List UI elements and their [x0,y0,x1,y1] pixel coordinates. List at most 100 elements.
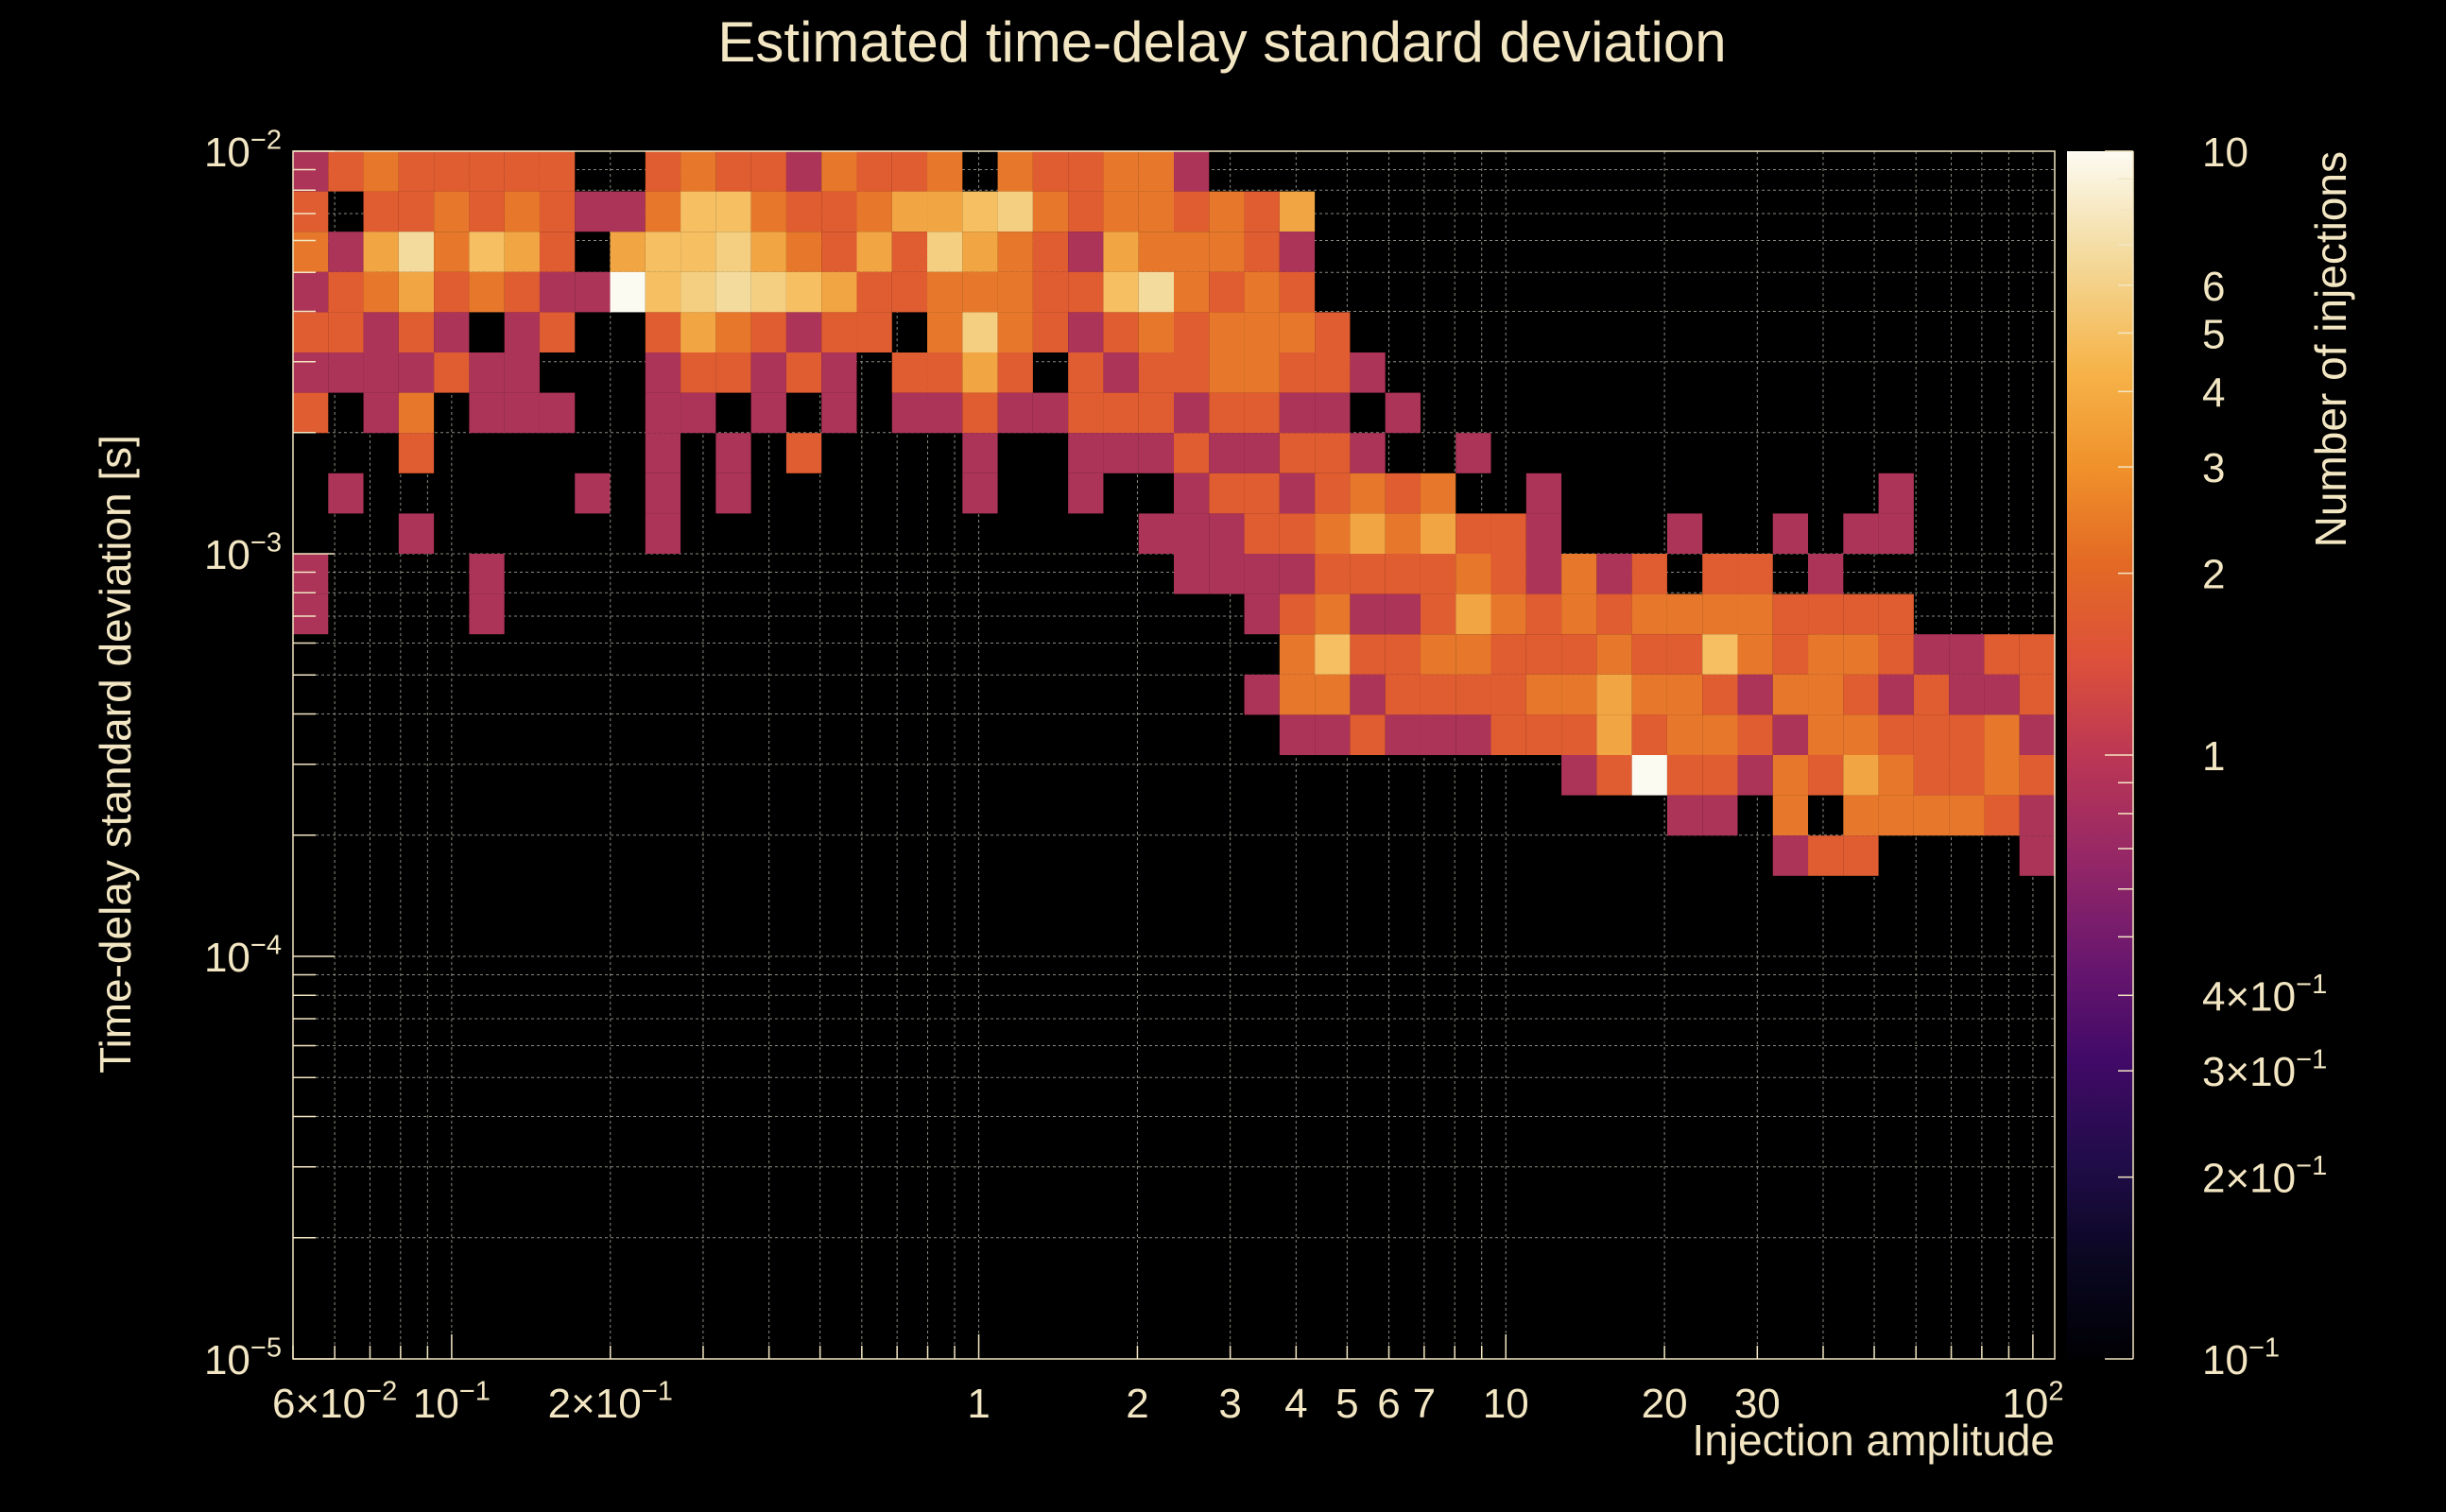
heatmap-cell [1174,472,1210,514]
heatmap-cell [1209,433,1245,473]
heatmap-cell [1456,593,1491,635]
heatmap-cell [750,392,786,434]
heatmap-cell [575,271,611,313]
heatmap-cell [645,312,681,352]
heatmap-cell [1984,674,2020,715]
heatmap-cell [1032,191,1069,232]
heatmap-cell [1209,513,1245,554]
y-axis: 10−2 10−3 10−4 10−5 [204,126,335,1383]
heatmap-cell [1209,191,1245,232]
heatmap-cell [293,271,329,313]
heatmap-cell [363,232,399,272]
heatmap-cell [1596,755,1632,796]
heatmap-cell [1596,634,1632,675]
heatmap-cell [293,191,329,232]
y-tick-label: 10−2 [204,126,282,176]
heatmap-cell [1032,312,1069,352]
heatmap-cell [927,151,963,192]
heatmap-cell [1843,634,1879,675]
heatmap-cell [1737,554,1773,594]
plot-frame [292,150,2056,1360]
heatmap-cell [1525,593,1562,635]
heatmap-cell [1737,755,1773,796]
heatmap-cell [469,191,505,232]
heatmap-cell [1456,433,1491,473]
heatmap-cell [1702,714,1738,755]
heatmap-cell [1772,795,1809,836]
heatmap-cell [1279,191,1316,232]
heatmap-cell [1138,312,1174,352]
heatmap-cell [680,352,716,393]
heatmap-cell [1385,513,1421,554]
heatmap-cell [715,352,751,393]
heatmap-cell [469,271,505,313]
x-axis-label: Injection amplitude [1692,1416,2055,1465]
heatmap-cell [1174,352,1210,393]
heatmap-cell [1244,191,1280,232]
heatmap-cell [1772,714,1809,755]
x-tick-label: 3 [1218,1381,1241,1427]
heatmap-cell [2019,714,2055,755]
heatmap-cell [328,232,364,272]
heatmap-cells [293,151,2055,876]
heatmap-cell [1525,472,1562,514]
heatmap-cell [1244,271,1280,313]
heatmap-cell [1209,554,1245,594]
heatmap-cell [1385,392,1421,434]
heatmap-cell [821,232,857,272]
heatmap-cell [398,433,435,473]
x-tick-label: 10 [1483,1381,1529,1427]
heatmap-cell [1420,714,1456,755]
heatmap-cell [1561,755,1597,796]
heatmap-cell [785,232,822,272]
heatmap-cell [1808,593,1844,635]
heatmap-cell [962,433,998,473]
heatmap-cell [1279,472,1316,514]
heatmap-cell [328,352,364,393]
heatmap-cell [1103,271,1139,313]
x-tick-label: 30 [1734,1381,1781,1427]
heatmap-cell [328,472,364,514]
heatmap-cell [962,232,998,272]
heatmap-cell [469,151,505,192]
heatmap-cell [1490,714,1526,755]
heatmap-cell [1244,674,1280,715]
heatmap-cell [680,392,716,434]
x-tick-label: 6×10−2 [272,1377,397,1427]
heatmap-cell [1244,312,1280,352]
x-tick-label: 2×10−1 [548,1377,673,1427]
heatmap-cell [1103,352,1139,393]
heatmap-cell [1808,634,1844,675]
heatmap-cell [1068,312,1104,352]
heatmap-cell [750,151,786,192]
heatmap-cell [927,271,963,313]
heatmap-cell [1138,151,1174,192]
colorbar-tick-label: 1 [2202,733,2225,780]
heatmap-cell [1737,674,1773,715]
heatmap-cell [856,271,892,313]
heatmap-cell [1350,513,1386,554]
heatmap-cell [1420,593,1456,635]
heatmap-cell [1350,352,1386,393]
heatmap-cell [1490,513,1526,554]
heatmap-cell [293,232,329,272]
heatmap-cell [927,191,963,232]
heatmap-cell [398,151,435,192]
heatmap-cell [1385,714,1421,755]
heatmap-cell [469,554,505,594]
heatmap-cell [1174,433,1210,473]
heatmap-cell [1490,554,1526,594]
heatmap-cell [1315,312,1351,352]
heatmap-cell [680,312,716,352]
heatmap-cell [1525,634,1562,675]
heatmap-cell [1279,232,1316,272]
colorbar-tick-label: 2 [2202,552,2225,598]
heatmap-cell [962,271,998,313]
heatmap-cell [1913,714,1950,755]
heatmap-cell [1878,674,1914,715]
heatmap-cell [891,191,928,232]
heatmap-cell [750,312,786,352]
heatmap-cell [2019,755,2055,796]
heatmap-cell [1315,352,1351,393]
heatmap-cell [1949,714,1985,755]
